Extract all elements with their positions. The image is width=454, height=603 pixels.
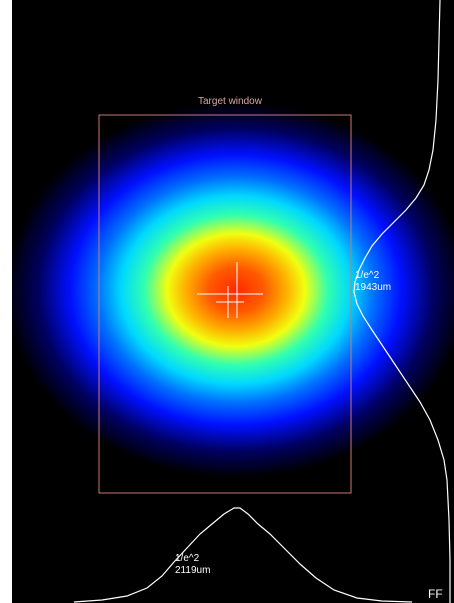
horizontal-width-label: 1/e^2 [175, 553, 200, 564]
horizontal-profile-curve [73, 507, 413, 603]
vertical-width-label: 1/e^2 [355, 270, 380, 281]
target-window-title: Target window [198, 96, 262, 107]
centroid-crosshair [197, 262, 263, 318]
beam-spot [12, 102, 454, 478]
horizontal-width-value: 2119um [175, 565, 211, 576]
vertical-profile-curve [353, 0, 451, 603]
corner-tag: FF [428, 587, 443, 601]
vertical-width-value: 1943um [355, 282, 392, 293]
target-window-frame[interactable] [98, 114, 352, 494]
beam-image [12, 0, 454, 603]
beam-profiler-view: Target window 1/e^2 1943um 1/e^2 2119um … [12, 0, 454, 603]
